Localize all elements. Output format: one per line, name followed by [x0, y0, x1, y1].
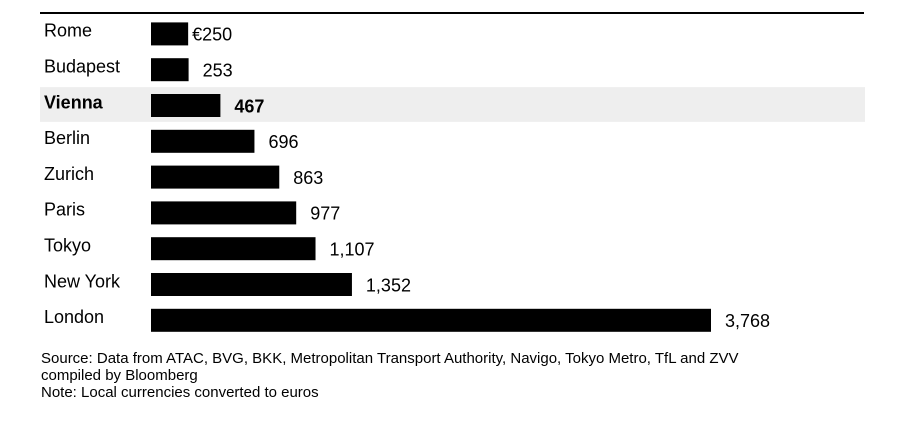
- bar: [151, 94, 221, 117]
- chart-rows: Rome €250 Budapest 253 Vienna 467 Berlin 696 Zur…: [40, 21, 865, 332]
- bar-chart: Rome €250 Budapest 253 Vienna 467 Berlin 696 Zur…: [40, 12, 865, 332]
- category-label: London: [44, 307, 104, 327]
- source-line-1: Source: Data from ATAC, BVG, BKK, Metrop…: [41, 350, 739, 367]
- category-label: Budapest: [44, 56, 120, 76]
- value-label: 863: [293, 168, 323, 188]
- category-label: Berlin: [44, 128, 90, 148]
- value-label: 253: [203, 60, 233, 80]
- value-label: 1,107: [330, 239, 375, 259]
- source-line-2: compiled by Bloomberg: [41, 367, 198, 384]
- value-label: 977: [310, 204, 340, 224]
- value-label: 696: [268, 132, 298, 152]
- bar: [151, 308, 711, 332]
- value-label: 467: [234, 96, 264, 116]
- bar: [151, 237, 316, 261]
- bar: [151, 22, 189, 46]
- bar: [151, 129, 255, 153]
- note-line: Note: Local currencies converted to euro…: [41, 384, 319, 401]
- footnotes: Source: Data from ATAC, BVG, BKK, Metrop…: [41, 350, 881, 401]
- value-label: €250: [192, 25, 232, 45]
- bar: [151, 201, 297, 225]
- bar: [151, 165, 280, 189]
- category-label: Rome: [44, 21, 92, 41]
- value-label: 1,352: [366, 275, 411, 295]
- category-label: New York: [44, 271, 121, 291]
- value-label: 3,768: [725, 311, 770, 331]
- bar: [151, 273, 352, 296]
- bar: [151, 58, 189, 82]
- category-label: Vienna: [44, 92, 104, 112]
- category-label: Zurich: [44, 164, 94, 184]
- category-label: Tokyo: [44, 235, 91, 255]
- category-label: Paris: [44, 200, 85, 220]
